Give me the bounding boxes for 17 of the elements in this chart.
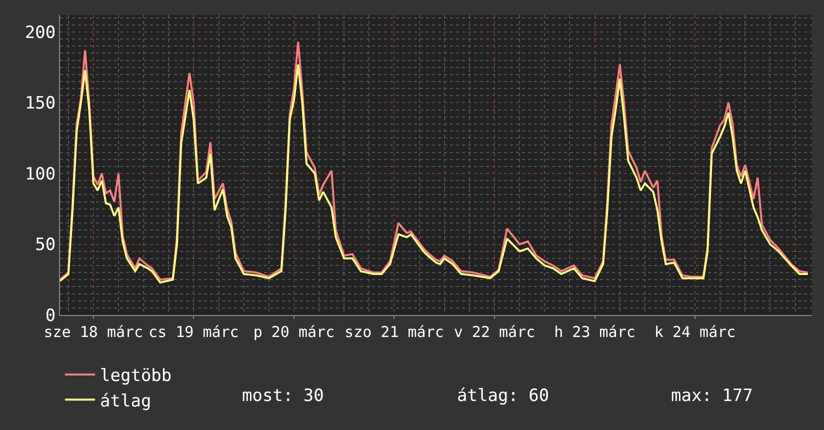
x-tick-label: k 24 márc — [654, 323, 736, 341]
text: max: 177 — [671, 386, 753, 406]
y-tick-label: 50 — [35, 235, 56, 256]
x-tick-label: sze 18 márc — [44, 323, 144, 341]
x-tick-label: cs 19 márc — [148, 323, 239, 341]
y-tick-label: 0 — [45, 306, 56, 326]
legend-label: átlag — [100, 391, 152, 412]
x-tick-label: v 22 márc — [454, 323, 536, 341]
y-tick-label: 200 — [24, 22, 56, 43]
legend-label: legtöbb — [100, 366, 172, 386]
text: átlag: 60 — [457, 386, 550, 406]
text: most: 30 — [242, 386, 324, 406]
y-tick-label: 100 — [24, 164, 56, 184]
y-tick-label: 150 — [24, 94, 56, 114]
x-tick-label: szo 21 márc — [344, 323, 444, 341]
x-tick-label: h 23 márc — [554, 323, 636, 341]
x-tick-label: p 20 márc — [253, 323, 335, 341]
